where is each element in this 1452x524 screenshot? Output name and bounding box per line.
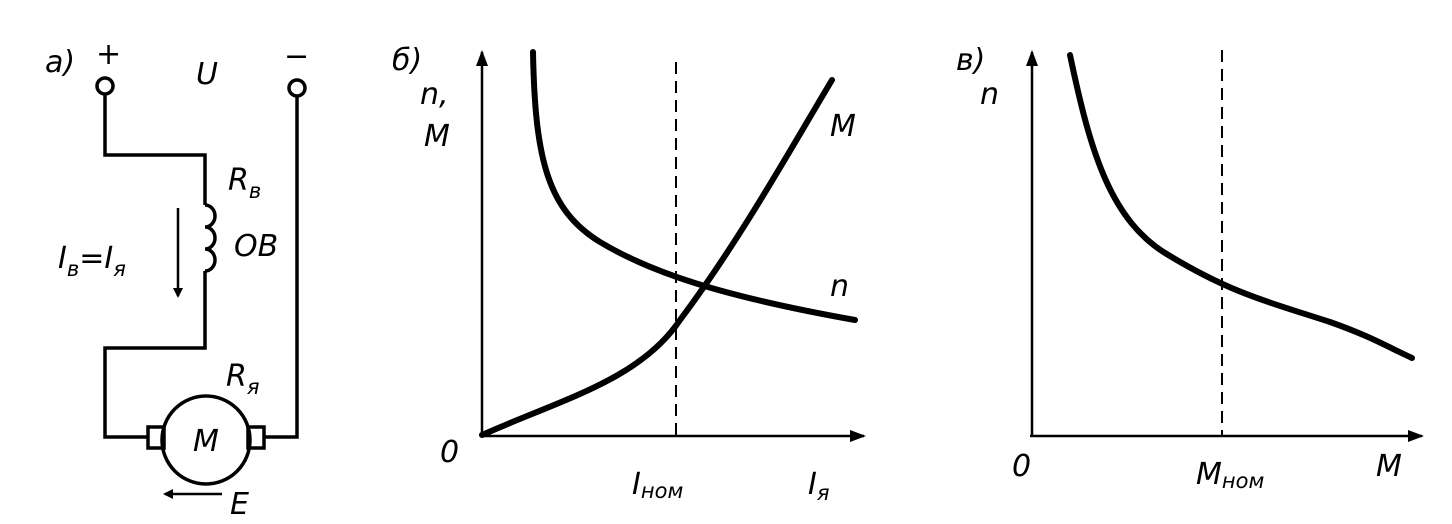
minus-sign: − bbox=[284, 39, 309, 74]
curve-label: M bbox=[830, 109, 856, 144]
symbol: R bbox=[228, 163, 249, 198]
y-axis-label: M bbox=[424, 119, 450, 154]
subscript: я bbox=[247, 375, 260, 399]
x-axis-label: M bbox=[1376, 449, 1402, 484]
brush bbox=[146, 425, 166, 450]
rated-current-label: Iном bbox=[632, 467, 683, 503]
subscript: в bbox=[249, 179, 261, 203]
panel-b: б) n, M 0 Iном Iя M n bbox=[392, 43, 866, 505]
speed-torque-curve bbox=[1067, 52, 1415, 361]
speed-curve bbox=[530, 49, 858, 323]
symbol: I bbox=[58, 241, 67, 276]
origin-label: 0 bbox=[440, 435, 459, 470]
current-label: Iв=Iя bbox=[58, 241, 126, 281]
subscript: я bbox=[817, 481, 830, 505]
symbol: =I bbox=[79, 241, 113, 276]
symbol: I bbox=[632, 467, 641, 502]
motor-label: M bbox=[193, 424, 219, 459]
panel-label: б) bbox=[392, 43, 422, 78]
y-axis-label: n, bbox=[420, 77, 449, 112]
field-resistance: Rв bbox=[228, 163, 261, 203]
symbol: I bbox=[808, 467, 817, 502]
panel-label: в) bbox=[956, 43, 985, 78]
origin-label: 0 bbox=[1012, 449, 1031, 484]
terminal bbox=[287, 78, 307, 98]
subscript: ном bbox=[641, 479, 684, 503]
curve-label: n bbox=[830, 269, 849, 304]
winding-label: ОВ bbox=[234, 229, 278, 264]
x-axis-label: Iя bbox=[808, 467, 830, 505]
voltage-label: U bbox=[196, 57, 218, 92]
emf-label: E bbox=[230, 487, 249, 522]
field-coil bbox=[203, 203, 217, 275]
torque-curve bbox=[479, 77, 835, 438]
terminal bbox=[95, 76, 115, 96]
panel-c: в) n 0 Mном M bbox=[956, 43, 1424, 493]
subscript: я bbox=[113, 257, 126, 281]
armature-resistance: Rя bbox=[226, 359, 260, 399]
symbol: M bbox=[1196, 457, 1222, 492]
panel-label: а) bbox=[45, 45, 75, 80]
subscript: ном bbox=[1222, 469, 1265, 493]
symbol: R bbox=[226, 359, 247, 394]
motor bbox=[160, 394, 252, 486]
wire bbox=[103, 94, 207, 439]
panel-a: а) + − U Rв ОВ Iв=Iя Rя M E bbox=[45, 37, 309, 522]
wire bbox=[264, 96, 299, 439]
brush bbox=[246, 425, 266, 450]
y-axis-label: n bbox=[980, 77, 999, 112]
rated-torque-label: Mном bbox=[1196, 457, 1264, 493]
plus-sign: + bbox=[96, 37, 121, 72]
subscript: в bbox=[67, 257, 79, 281]
